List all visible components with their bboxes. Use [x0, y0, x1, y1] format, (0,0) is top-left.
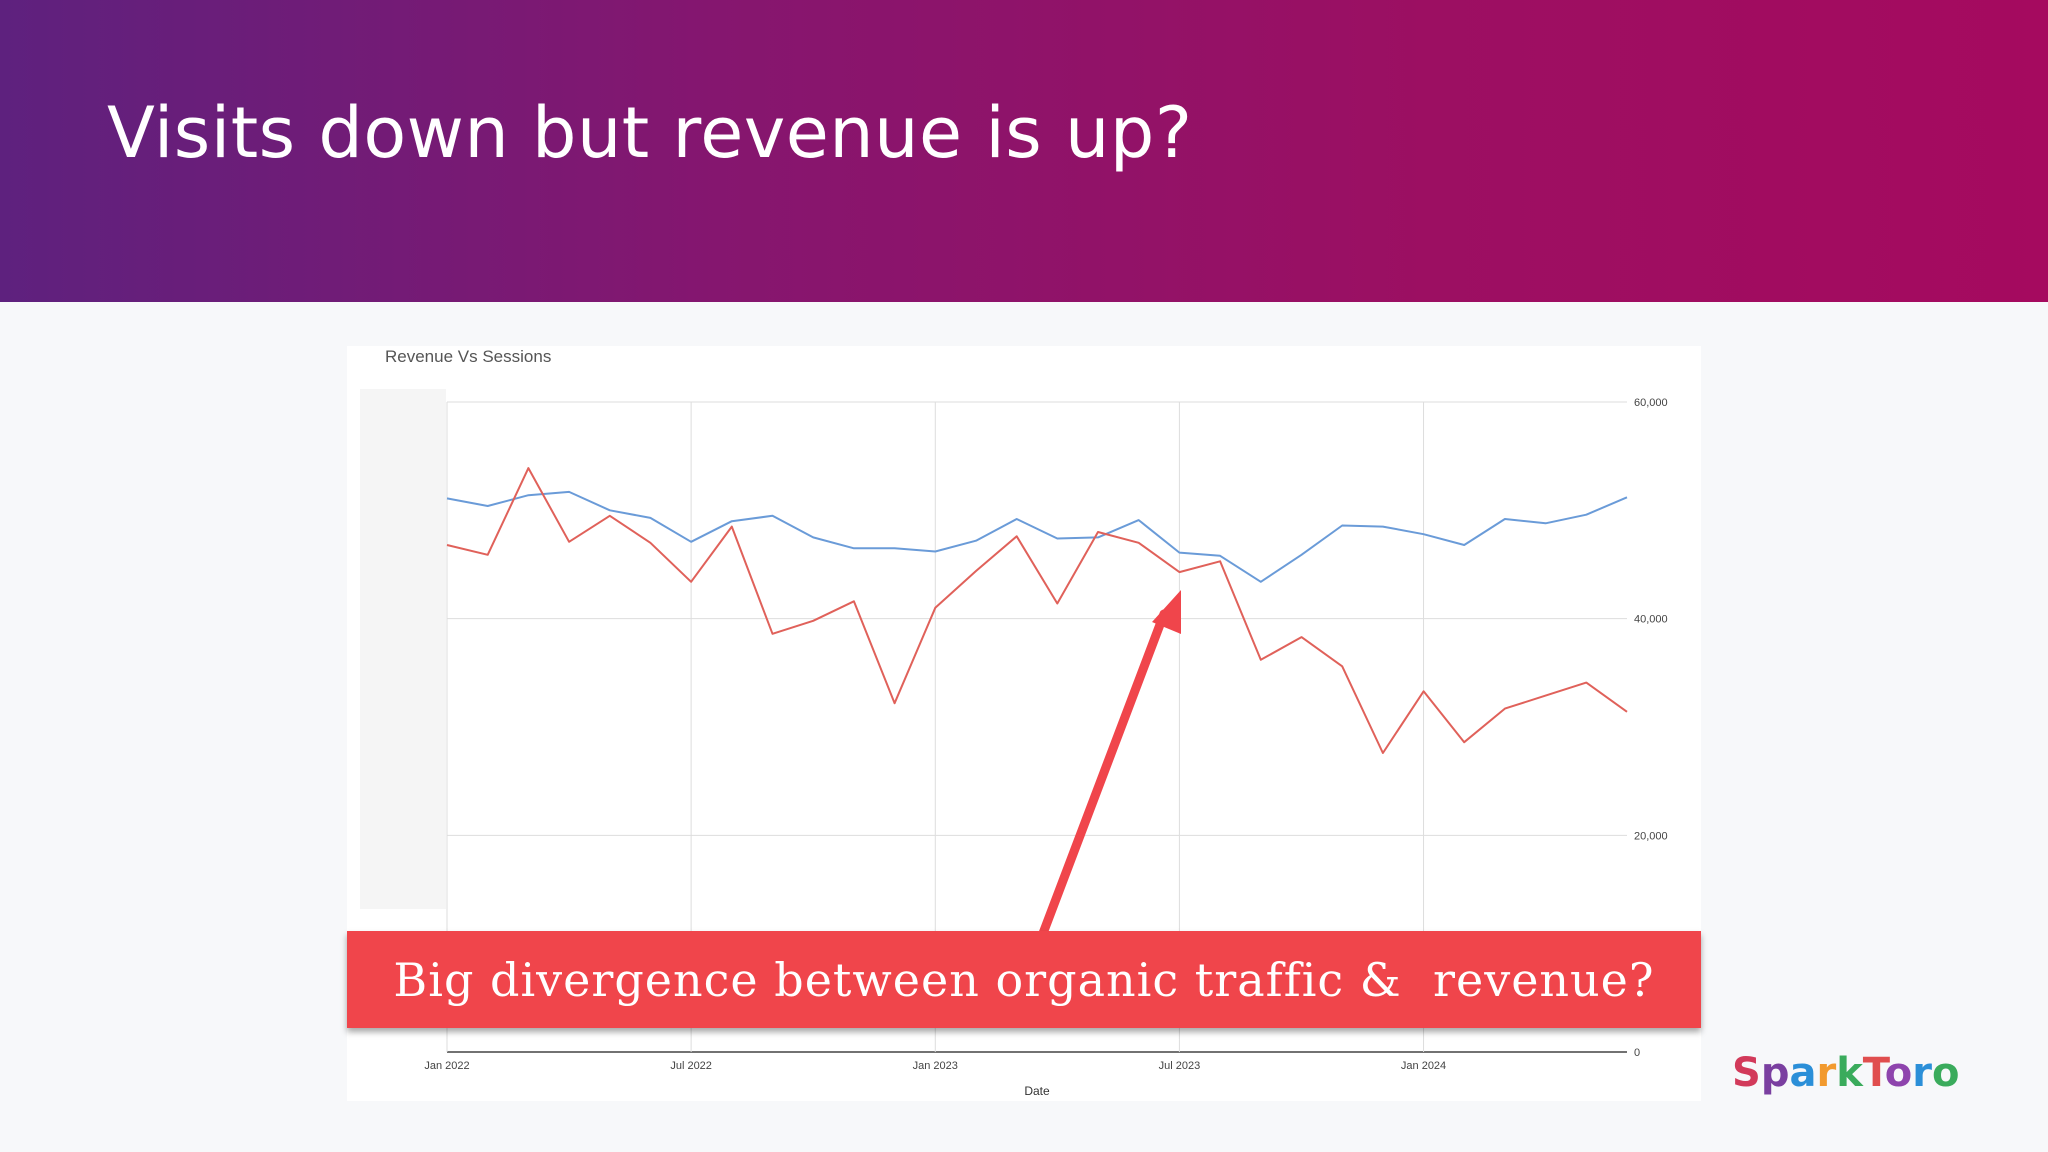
chart-series [446, 467, 1628, 754]
annotation-arrow-shaft [1037, 609, 1169, 941]
sparktoro-logo: SparkToro [1732, 1050, 1960, 1096]
annotation-arrow [1037, 590, 1181, 941]
sessions-line [446, 490, 1628, 583]
chart-title: Revenue Vs Sessions [385, 347, 551, 366]
x-tick-label: Jul 2023 [1159, 1060, 1201, 1072]
x-tick-label: Jul 2022 [670, 1060, 712, 1072]
y-tick-label: 20,000 [1634, 830, 1668, 842]
chart-ticks: 0 20,000 40,000 60,000 Jan 2022 Jul 2022 Jan 2… [424, 397, 1667, 1072]
x-tick-label: Jan 2023 [913, 1060, 958, 1072]
slide-header: Visits down but revenue is up? [0, 0, 2048, 302]
x-tick-label: Jan 2024 [1401, 1060, 1446, 1072]
annotation-arrow-head [1152, 590, 1181, 634]
x-axis-label: Date [1024, 1084, 1050, 1098]
y-axis-label-blur [360, 389, 446, 909]
y-tick-label: 0 [1634, 1047, 1640, 1059]
callout-text: Big divergence between organic traffic &… [393, 952, 1655, 1007]
x-tick-label: Jan 2022 [424, 1060, 469, 1072]
y-tick-label: 40,000 [1634, 614, 1668, 626]
revenue-line [446, 467, 1628, 754]
y-tick-label: 60,000 [1634, 397, 1668, 409]
callout-banner: Big divergence between organic traffic &… [347, 931, 1701, 1028]
slide-title: Visits down but revenue is up? [107, 92, 1193, 174]
